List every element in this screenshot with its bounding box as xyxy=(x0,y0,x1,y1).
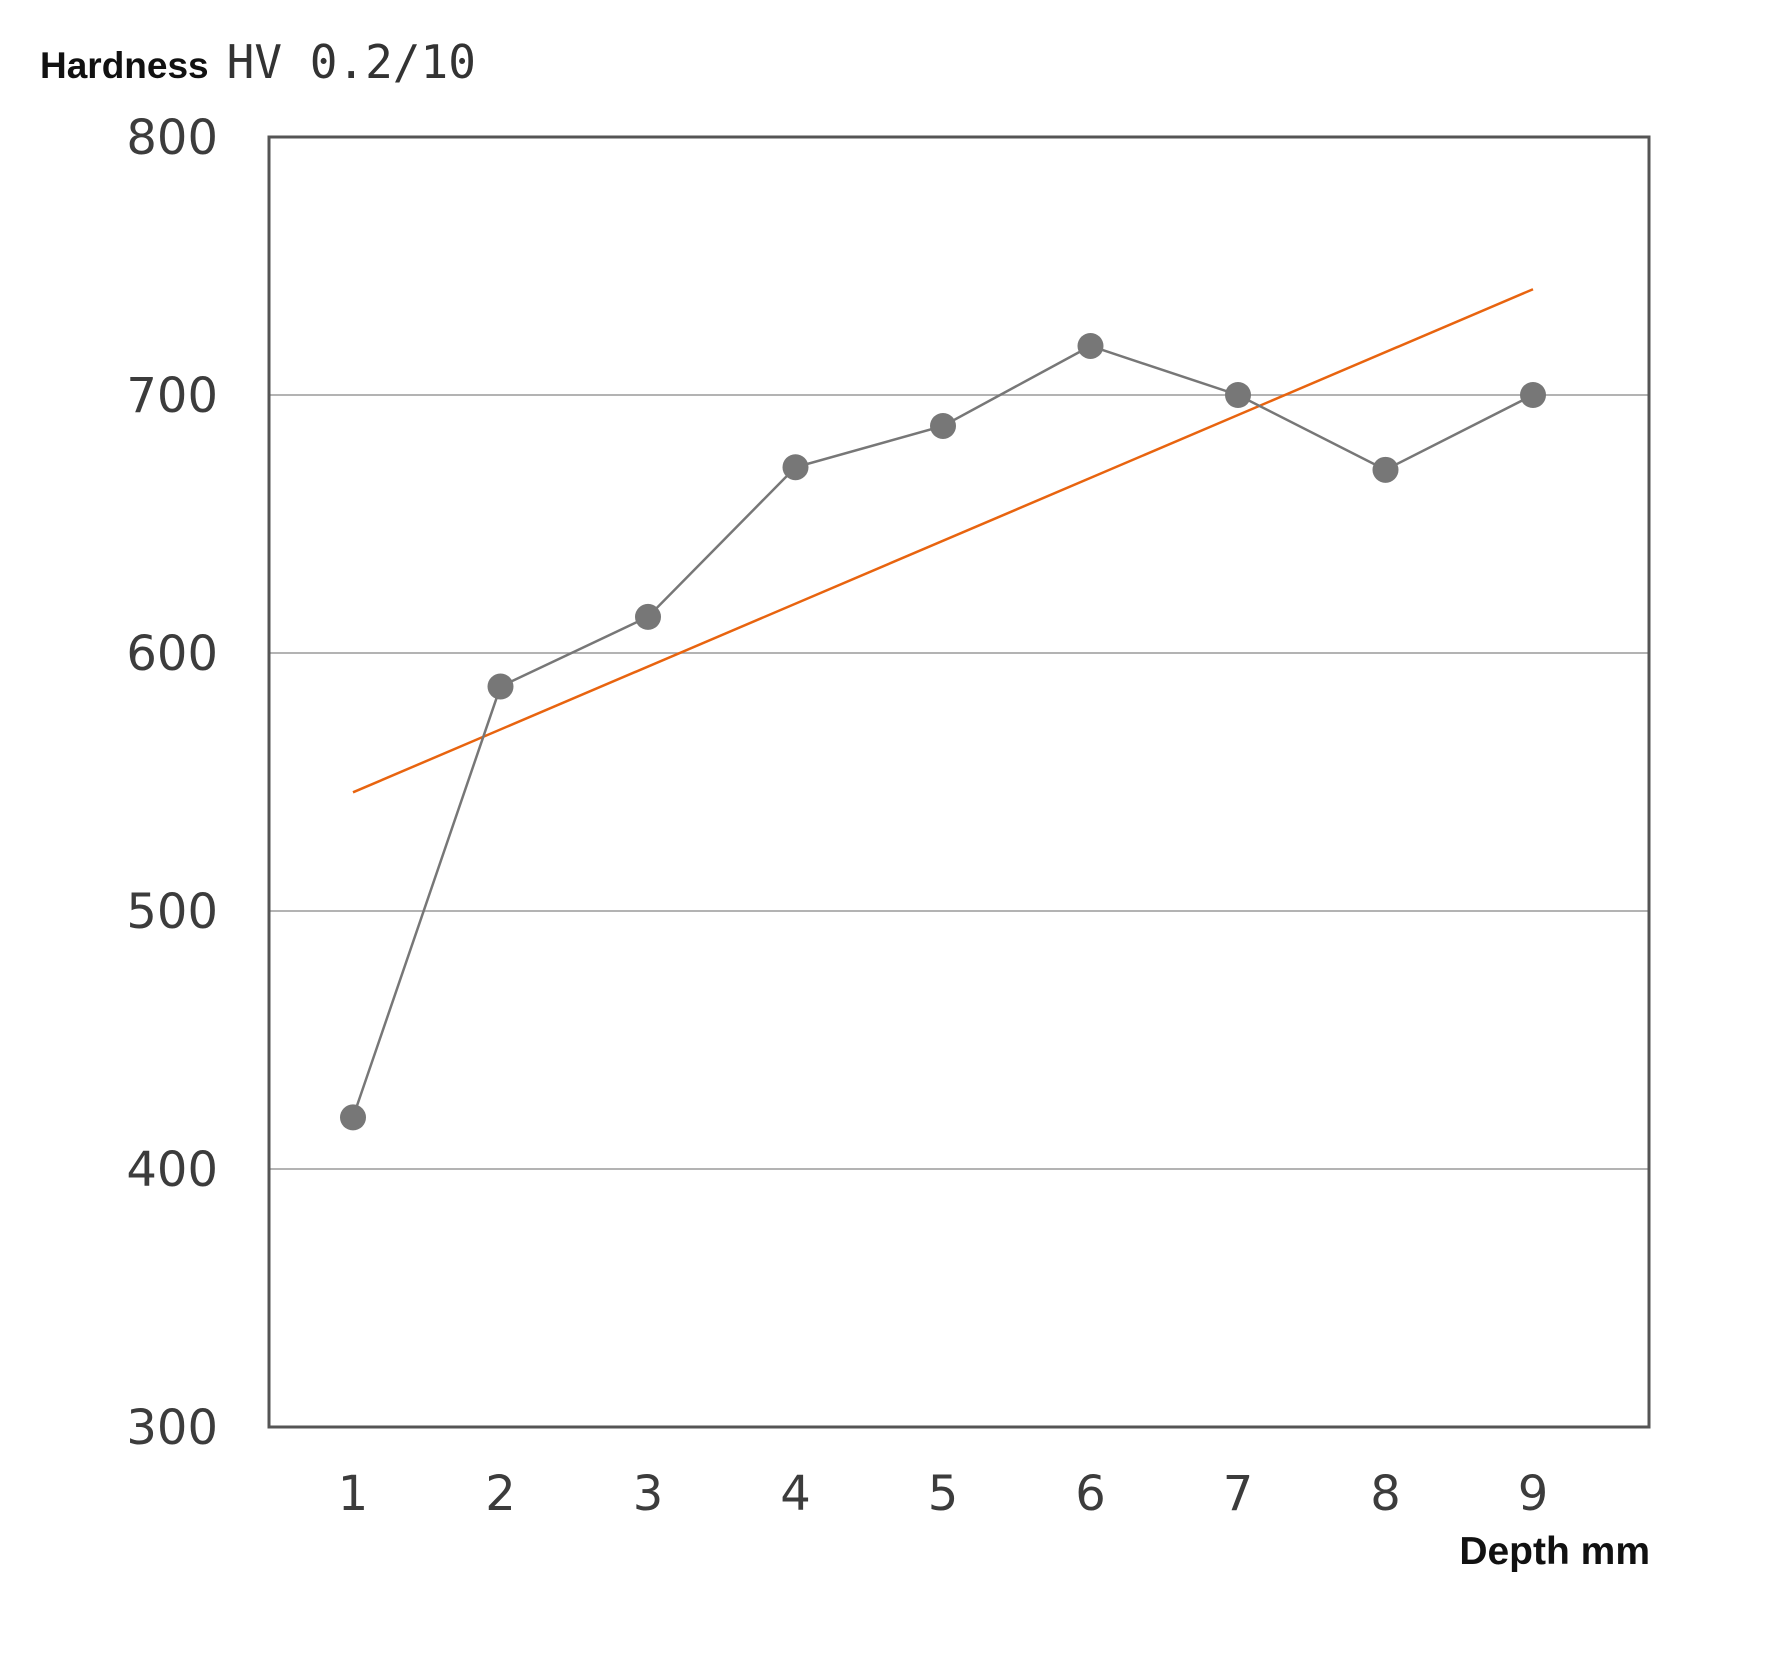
x-tick-label: 7 xyxy=(1223,1466,1254,1522)
x-tick-label: 8 xyxy=(1370,1466,1401,1522)
x-axis-label: Depth mm xyxy=(1459,1530,1650,1573)
y-tick-label: 400 xyxy=(126,1142,218,1198)
data-point xyxy=(930,412,956,439)
x-tick-label: 1 xyxy=(338,1466,369,1522)
data-point xyxy=(340,1104,366,1131)
data-point xyxy=(1077,332,1104,359)
x-tick-label: 2 xyxy=(485,1466,516,1522)
y-tick-label: 800 xyxy=(126,110,218,166)
gridlines xyxy=(269,394,1649,1170)
data-point xyxy=(782,454,809,481)
data-point xyxy=(1520,382,1546,408)
data-point xyxy=(1225,382,1251,408)
y-axis-label: Hardness HV 0.2/10 xyxy=(40,35,476,89)
x-tick-label: 9 xyxy=(1518,1466,1549,1522)
x-tick-label: 6 xyxy=(1075,1466,1106,1522)
x-tick-label: 3 xyxy=(633,1466,664,1522)
trendline-group xyxy=(352,288,1534,794)
plot-frame xyxy=(267,135,1651,1429)
series-group xyxy=(340,332,1546,1131)
y-tick-labels: 300 400 500 600 700 800 xyxy=(126,110,218,1456)
x-tick-label: 4 xyxy=(780,1466,811,1522)
y-tick-label: 700 xyxy=(126,368,218,424)
data-point xyxy=(635,603,661,630)
x-tick-label: 5 xyxy=(928,1466,959,1522)
data-point xyxy=(1372,456,1399,483)
x-tick-labels: 1 2 3 4 5 6 7 8 9 xyxy=(338,1466,1549,1522)
y-tick-label: 300 xyxy=(126,1400,218,1456)
trendline xyxy=(352,288,1534,794)
data-point xyxy=(487,673,514,700)
series-line xyxy=(351,344,1534,1118)
y-tick-label: 500 xyxy=(126,884,218,940)
y-tick-label: 600 xyxy=(126,626,218,682)
